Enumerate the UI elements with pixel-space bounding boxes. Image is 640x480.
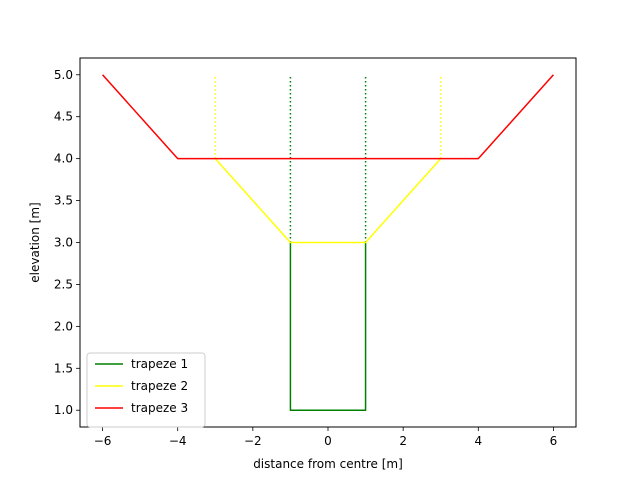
x-tick-label: −2 (244, 434, 262, 448)
plot-series (101, 74, 555, 411)
x-tick-label: 6 (550, 434, 558, 448)
x-tick-label: 2 (399, 434, 407, 448)
x-tick-label: −4 (169, 434, 187, 448)
x-axis-ticks: −6 −4 −2 0 2 4 6 (94, 427, 558, 448)
series-3-line (101, 74, 555, 160)
y-tick-label: 5.0 (54, 68, 73, 82)
y-tick-label: 2.0 (54, 319, 73, 333)
legend-label-3: trapeze 3 (131, 401, 188, 415)
x-tick-label: −6 (94, 434, 112, 448)
legend-label-1: trapeze 1 (131, 357, 188, 371)
y-tick-label: 4.5 (54, 110, 73, 124)
y-tick-label: 1.0 (54, 403, 73, 417)
y-tick-label: 3.0 (54, 236, 73, 250)
series-1-line (289, 242, 367, 411)
y-tick-label: 4.0 (54, 152, 73, 166)
x-axis-label: distance from centre [m] (253, 457, 403, 471)
y-tick-label: 2.5 (54, 277, 73, 291)
legend: trapeze 1 trapeze 2 trapeze 3 (86, 352, 206, 428)
series-2-line (214, 158, 442, 244)
y-tick-label: 1.5 (54, 361, 73, 375)
legend-label-2: trapeze 2 (131, 379, 188, 393)
x-tick-label: 4 (474, 434, 482, 448)
x-tick-label: 0 (324, 434, 332, 448)
y-axis-ticks: 1.0 1.5 2.0 2.5 3.0 3.5 4.0 4.5 5.0 (54, 68, 80, 417)
y-tick-label: 3.5 (54, 194, 73, 208)
y-axis-label: elevation [m] (28, 202, 42, 282)
